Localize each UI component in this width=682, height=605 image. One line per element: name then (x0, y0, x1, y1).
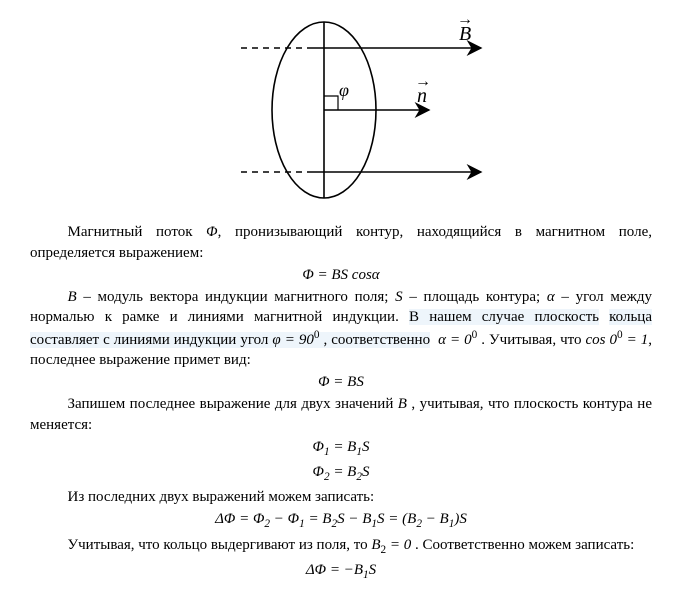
diagram-container: B→n→φ (30, 10, 652, 216)
formula-2: Φ = BS (30, 372, 652, 392)
formula-3b: Φ2 = B2S (30, 462, 652, 485)
paragraph-3: Запишем последнее выражение для двух зна… (30, 394, 652, 435)
svg-text:→: → (457, 11, 473, 28)
svg-text:→: → (415, 73, 431, 90)
paragraph-4: Из последних двух выражений можем записа… (30, 487, 652, 507)
paragraph-2: B – модуль вектора индукции магнитного п… (30, 287, 652, 370)
paragraph-1: Магнитный поток Φ, пронизывающий контур,… (30, 222, 652, 263)
formula-5: ΔΦ = −B1S (30, 560, 652, 583)
formula-1: Φ = BS cosα (30, 265, 652, 285)
formula-3a: Φ1 = B1S (30, 437, 652, 460)
svg-text:φ: φ (339, 80, 349, 100)
flux-diagram: B→n→φ (181, 10, 501, 210)
formula-4: ΔΦ = Φ2 − Φ1 = B2S − B1S = (B2 − B1)S (30, 509, 652, 532)
paragraph-5: Учитывая, что кольцо выдергивают из поля… (30, 535, 652, 558)
